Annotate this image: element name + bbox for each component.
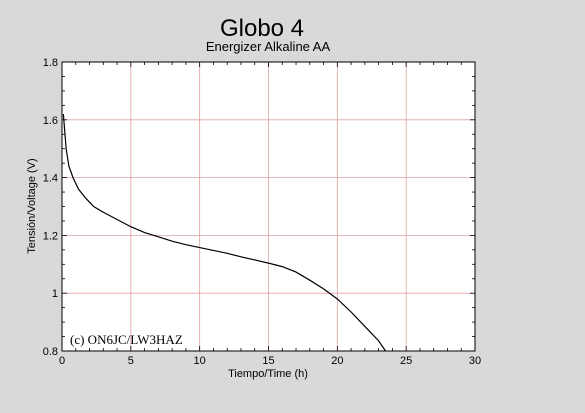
x-tick-label: 20 [331,355,343,367]
series-line [62,113,387,352]
y-tick-label: 1.4 [43,173,58,185]
y-tick-labels: 0.8 1 1.2 1.4 1.6 1.8 [43,57,58,358]
x-tick-label: 10 [194,355,206,367]
x-tick-label: 5 [128,355,134,367]
y-tick-label: 0.8 [43,346,58,358]
x-tick-label: 30 [469,355,481,367]
x-axis-label: Tiempo/Time (h) [228,368,308,380]
y-axis-label: Tensión/Voltage (V) [26,158,38,253]
y-tick-label: 1.8 [43,57,58,69]
copyright-annotation: (c) ON6JC/LW3HAZ [70,332,183,347]
grid-lines [62,62,475,351]
y-tick-label: 1.2 [43,230,58,242]
axis-ticks [61,61,476,352]
x-tick-labels: 0 5 10 15 20 25 30 [59,355,481,367]
x-tick-label: 25 [400,355,412,367]
x-tick-label: 15 [262,355,274,367]
chart-subtitle: Energizer Alkaline AA [206,39,331,54]
y-tick-label: 1 [52,288,58,300]
y-tick-label: 1.6 [43,115,58,127]
chart-title: Globo 4 [220,15,304,42]
x-tick-label: 0 [59,355,65,367]
